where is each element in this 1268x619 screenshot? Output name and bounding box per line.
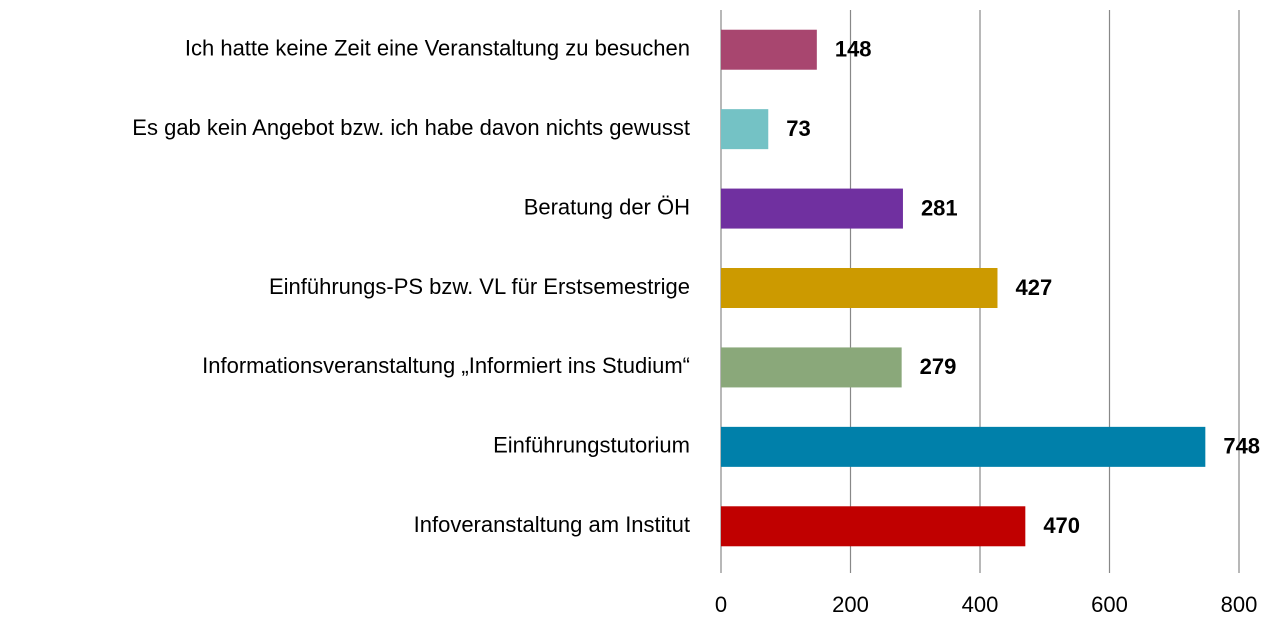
bar bbox=[721, 506, 1026, 547]
x-tick-label: 400 bbox=[962, 592, 999, 617]
x-tick-label: 600 bbox=[1091, 592, 1128, 617]
category-label: Infoveranstaltung am Institut bbox=[414, 512, 690, 537]
bar bbox=[721, 426, 1206, 467]
value-label: 427 bbox=[1015, 275, 1052, 300]
bar bbox=[721, 188, 903, 229]
x-tick-label: 0 bbox=[715, 592, 727, 617]
bar bbox=[721, 347, 902, 388]
category-label: Ich hatte keine Zeit eine Veranstaltung … bbox=[185, 36, 690, 61]
category-label: Es gab kein Angebot bzw. ich habe davon … bbox=[132, 115, 690, 140]
bar bbox=[721, 29, 817, 70]
value-label: 281 bbox=[921, 195, 958, 220]
x-tick-label: 200 bbox=[832, 592, 869, 617]
value-label: 73 bbox=[786, 116, 810, 141]
value-label: 279 bbox=[920, 354, 957, 379]
category-label: Informationsveranstaltung „Informiert in… bbox=[202, 353, 690, 378]
value-label: 748 bbox=[1223, 434, 1260, 459]
category-label: Beratung der ÖH bbox=[524, 194, 690, 219]
bar bbox=[721, 268, 998, 308]
bar bbox=[721, 109, 769, 150]
category-label: Einführungstutorium bbox=[493, 433, 690, 458]
value-label: 470 bbox=[1043, 513, 1080, 538]
x-tick-label: 800 bbox=[1221, 592, 1258, 617]
category-label: Einführungs-PS bzw. VL für Erstsemestrig… bbox=[269, 274, 690, 299]
value-label: 148 bbox=[835, 37, 872, 62]
